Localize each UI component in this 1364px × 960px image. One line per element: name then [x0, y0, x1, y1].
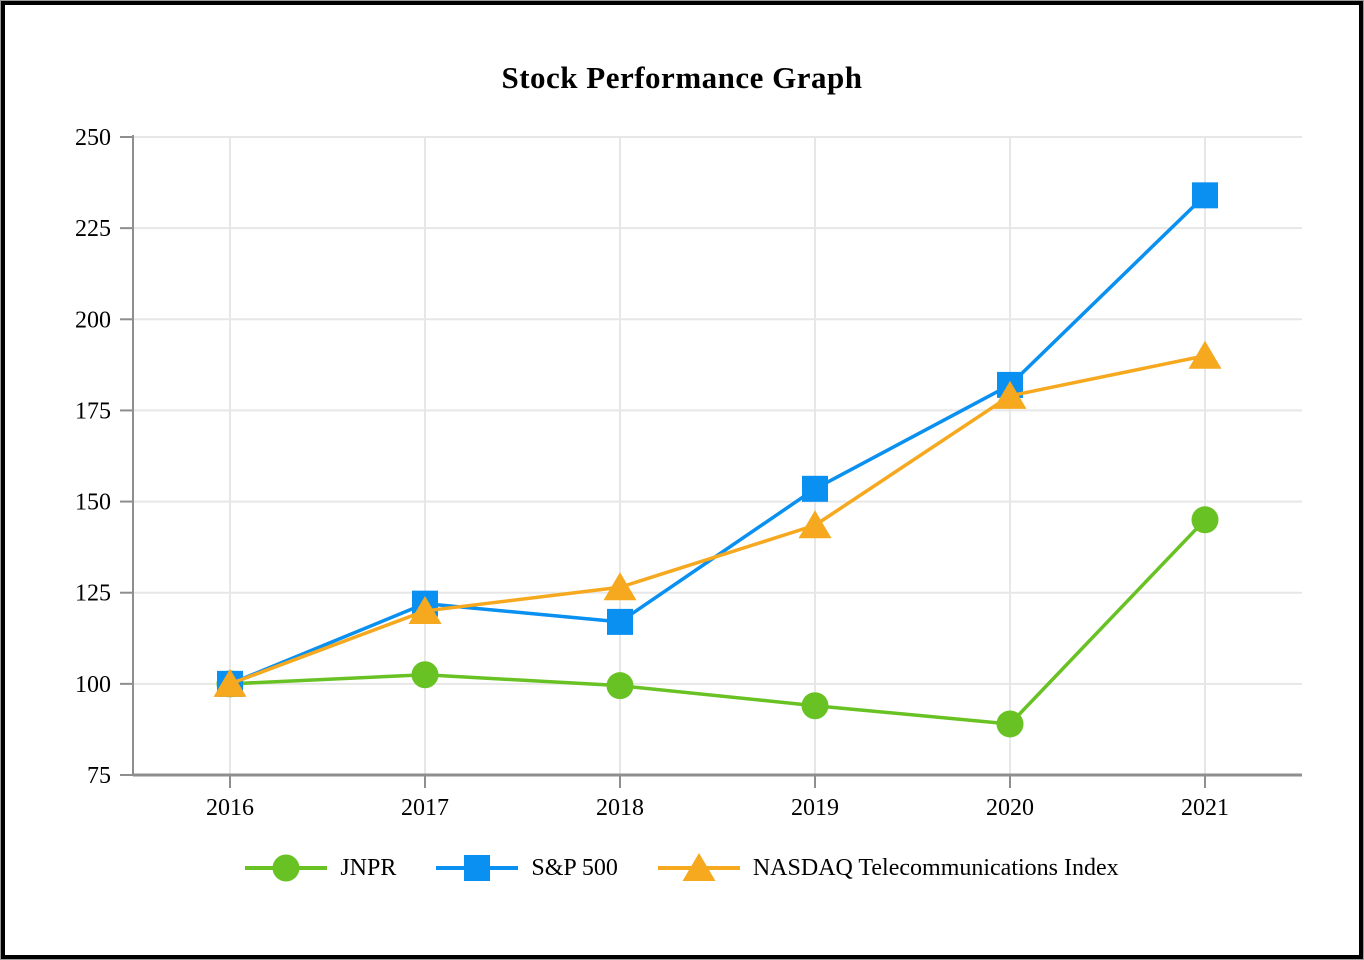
data-point-marker [603, 572, 637, 601]
y-tick-label: 200 [75, 307, 111, 333]
data-point-marker [213, 668, 247, 697]
series-line [228, 353, 1207, 686]
legend-item-nasdaq-telecommunications-index: NASDAQ Telecommunications Index [657, 850, 1119, 886]
data-point-marker [802, 475, 828, 502]
data-point-marker [607, 608, 633, 635]
x-tick-label: 2020 [986, 795, 1034, 821]
legend-item-s-p-500: S&P 500 [436, 850, 618, 886]
legend-item-jnpr: JNPR [245, 850, 396, 886]
data-point-marker [1191, 506, 1219, 534]
data-point-marker [996, 710, 1024, 738]
y-tick-label: 225 [75, 216, 111, 242]
y-tick-label: 175 [75, 398, 111, 424]
legend-marker-triangle-icon [657, 853, 740, 881]
legend-marker-circle-icon [245, 854, 328, 882]
series-line [228, 518, 1207, 726]
y-tick-label: 100 [75, 672, 111, 698]
legend-marker-shape [464, 855, 491, 881]
series-jnpr [216, 506, 1219, 738]
data-point-marker [798, 510, 832, 539]
legend-marker-square-icon [436, 855, 519, 881]
legend-marker-shape [272, 854, 300, 882]
legend-marker-shape [682, 853, 716, 881]
x-tick-label: 2021 [1181, 795, 1229, 821]
x-tick-label: 2019 [791, 795, 839, 821]
y-tick-label: 125 [75, 581, 111, 607]
data-point-marker [993, 380, 1027, 409]
chart-title: Stock Performance Graph [501, 60, 863, 95]
series-line [228, 193, 1207, 686]
chart-legend: JNPR S&P 500 NASDAQ Telecommunications Ind… [0, 850, 1364, 886]
data-point-marker [801, 692, 829, 720]
data-point-marker [408, 595, 442, 624]
legend-label: JNPR [340, 854, 397, 881]
x-tick-label: 2017 [401, 795, 449, 821]
y-tick-label: 150 [75, 490, 111, 516]
x-tick-label: 2018 [596, 795, 644, 821]
series-s-p-500 [217, 182, 1218, 697]
y-tick-label: 250 [75, 125, 111, 151]
legend-label: S&P 500 [531, 854, 618, 881]
data-point-marker [1192, 182, 1218, 209]
series-nasdaq-telecommunications-index [213, 340, 1222, 697]
data-point-marker [606, 672, 634, 700]
data-point-marker [411, 661, 439, 689]
legend-label: NASDAQ Telecommunications Index [752, 854, 1119, 881]
data-point-marker [1188, 340, 1222, 369]
x-tick-label: 2016 [206, 795, 254, 821]
y-tick-label: 75 [87, 763, 111, 789]
